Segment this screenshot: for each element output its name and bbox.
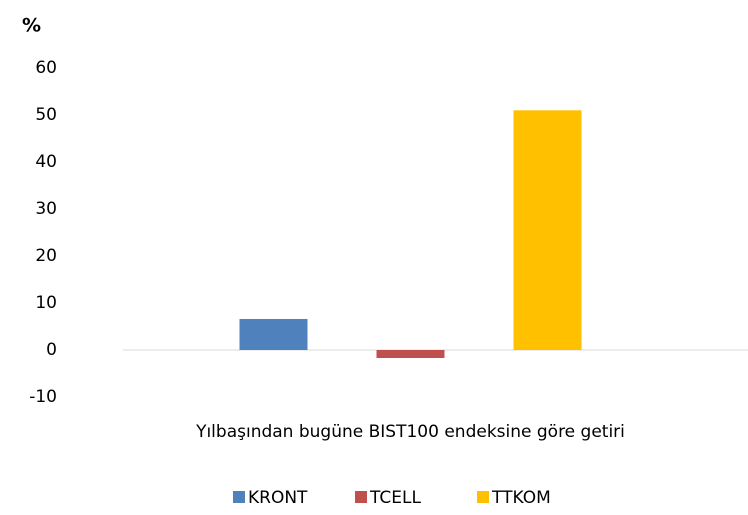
y-tick-label: 0 [46, 340, 57, 360]
x-tick-label: Yılbaşından bugüne BIST100 endeksine gör… [195, 422, 625, 442]
y-tick-label: -10 [29, 387, 57, 407]
y-tick-label: 20 [35, 246, 57, 266]
legend-swatch [477, 491, 489, 503]
bar [239, 318, 308, 350]
bar [513, 110, 582, 350]
y-tick-label: 10 [35, 293, 57, 313]
bar [376, 350, 445, 358]
y-tick-label: 60 [35, 58, 57, 78]
legend-swatch [355, 491, 367, 503]
y-axis-label: % [22, 15, 41, 37]
y-tick-label: 50 [35, 105, 57, 125]
legend-label: KRONT [248, 488, 308, 508]
legend-label: TCELL [369, 488, 421, 508]
legend-swatch [233, 491, 245, 503]
y-tick-label: 40 [35, 152, 57, 172]
y-tick-label: 30 [35, 199, 57, 219]
legend-label: TTKOM [491, 488, 551, 508]
